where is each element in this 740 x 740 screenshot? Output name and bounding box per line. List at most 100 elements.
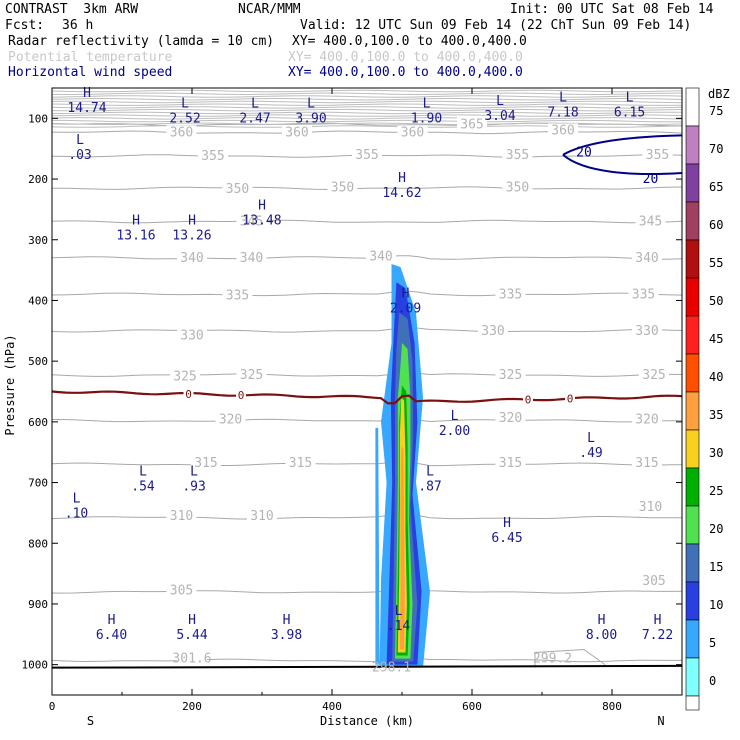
field-xy-reflectivity: XY= 400.0,100.0 to 400.0,400.0 bbox=[292, 34, 527, 49]
theta-label: 330 bbox=[481, 324, 504, 339]
extremum-value: .49 bbox=[579, 446, 602, 461]
theta-label: 301.6 bbox=[172, 652, 211, 667]
theta-label: 335 bbox=[226, 289, 249, 304]
extremum-L: L bbox=[307, 96, 315, 111]
colorbar-label: 45 bbox=[709, 332, 723, 346]
extremum-value: .93 bbox=[182, 479, 205, 494]
theta-contour-310 bbox=[52, 513, 682, 520]
extremum-L: L bbox=[181, 96, 189, 111]
extremum-L: L bbox=[587, 431, 595, 446]
south-label: S bbox=[87, 714, 94, 728]
theta-label: 315 bbox=[194, 456, 217, 471]
refl-streak-5dbz bbox=[375, 427, 380, 665]
theta-label-bg bbox=[177, 651, 207, 665]
theta-label: 330 bbox=[635, 324, 658, 339]
extremum-H: H bbox=[398, 171, 406, 186]
theta-contours bbox=[52, 89, 682, 668]
extremum-L: L bbox=[496, 94, 504, 109]
valid-time: Valid: 12 UTC Sun 09 Feb 14 (22 ChT Sun … bbox=[300, 18, 692, 33]
theta-label-bg bbox=[639, 573, 669, 587]
y-tick-label: 600 bbox=[28, 416, 48, 429]
extremum-value: 13.16 bbox=[116, 229, 155, 244]
theta-contour-strato bbox=[52, 92, 682, 96]
field-name-theta: Potential temperature bbox=[8, 50, 173, 65]
freezing-label: 0 bbox=[567, 393, 574, 406]
theta-label: 355 bbox=[506, 148, 529, 163]
theta-label-bg bbox=[222, 288, 253, 302]
theta-label: 335 bbox=[499, 287, 522, 302]
y-tick-label: 700 bbox=[28, 477, 48, 490]
colorbar-swatch bbox=[685, 125, 700, 165]
theta-label-bg bbox=[495, 368, 526, 382]
freezing-label: 0 bbox=[185, 388, 192, 401]
north-label: N bbox=[657, 714, 664, 728]
extremum-H: H bbox=[598, 613, 606, 628]
theta-label-bg bbox=[457, 117, 487, 131]
theta-label-bg bbox=[628, 287, 659, 301]
extremum-value: 6.15 bbox=[614, 105, 645, 120]
colorbar-swatch bbox=[685, 543, 700, 583]
freezing-label-bg bbox=[523, 393, 533, 405]
theta-label-bg bbox=[632, 323, 662, 337]
theta-label: 345 bbox=[639, 215, 662, 230]
theta-label: 325 bbox=[240, 368, 263, 383]
theta-contour-strato bbox=[52, 95, 682, 98]
theta-label-bg bbox=[502, 180, 533, 194]
theta-contour-strato bbox=[52, 114, 682, 117]
extremum-value: .03 bbox=[68, 148, 91, 163]
theta-label-bg bbox=[166, 125, 197, 139]
theta-label: 340 bbox=[635, 251, 658, 266]
colorbar-label: 40 bbox=[709, 370, 723, 384]
theta-label-bg bbox=[495, 456, 526, 470]
theta-label: 315 bbox=[499, 456, 522, 471]
extremum-H: H bbox=[188, 214, 196, 229]
extremum-value: 7.22 bbox=[642, 628, 673, 643]
x-tick-label: 400 bbox=[322, 700, 342, 713]
theta-label-bg bbox=[327, 180, 358, 194]
theta-label-bg bbox=[236, 214, 267, 228]
extremum-L: L bbox=[251, 96, 259, 111]
extremum-value: 7.18 bbox=[547, 105, 578, 120]
extremum-value: 3.98 bbox=[271, 628, 302, 643]
field-name-wind: Horizontal wind speed bbox=[8, 65, 173, 80]
colorbar-swatch bbox=[685, 163, 700, 203]
theta-label-bg bbox=[198, 148, 228, 162]
colorbar-label: 50 bbox=[709, 294, 723, 308]
theta-label-bg bbox=[177, 250, 207, 264]
colorbar-label: 75 bbox=[709, 104, 723, 118]
plot-frame bbox=[51, 87, 683, 696]
theta-label: 360 bbox=[285, 125, 308, 140]
extremum-L: L bbox=[76, 133, 84, 148]
colorbar-label: 0 bbox=[709, 674, 716, 688]
theta-label: 335 bbox=[632, 287, 655, 302]
colorbar-swatch bbox=[685, 657, 700, 697]
theta-label-bg bbox=[642, 147, 673, 161]
theta-label: 360 bbox=[401, 125, 424, 140]
theta-contour-330 bbox=[52, 327, 682, 333]
freezing-label-bg bbox=[565, 392, 575, 404]
theta-label-bg bbox=[397, 125, 428, 139]
theta-contour-strato bbox=[52, 111, 682, 115]
theta-label: 340 bbox=[240, 251, 263, 266]
wind-contour-20-lower bbox=[562, 154, 682, 175]
colorbar-label: 10 bbox=[709, 598, 723, 612]
theta-contour-strato bbox=[52, 103, 682, 106]
theta-contour-strato bbox=[52, 117, 682, 120]
theta-label-bg bbox=[366, 249, 396, 263]
extremum-L: L bbox=[190, 464, 198, 479]
theta-label-bg bbox=[502, 147, 533, 161]
theta-label-bg bbox=[632, 412, 662, 426]
extremum-H: H bbox=[132, 214, 140, 229]
extremum-value: 13.26 bbox=[172, 229, 211, 244]
theta-label-bg bbox=[215, 412, 246, 426]
theta-contour-305 bbox=[52, 587, 682, 594]
extremum-value: .14 bbox=[387, 619, 411, 634]
surface-theta-label: 298.1 bbox=[372, 661, 411, 676]
extremum-L: L bbox=[423, 96, 431, 111]
theta-label: 310 bbox=[170, 509, 193, 524]
field-xy-theta: XY= 400.0,100.0 to 400.0,400.0 bbox=[288, 50, 523, 65]
theta-contour-345 bbox=[52, 219, 682, 224]
plot-labels: 301.6 305 305 310 310 310 315 315 315 315 320 320 32… bbox=[65, 86, 673, 676]
